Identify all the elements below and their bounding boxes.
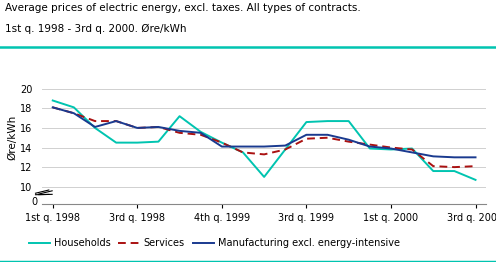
Households [219, 141, 225, 144]
Line: Households: Households [53, 101, 476, 180]
Households [430, 170, 436, 173]
Manufacturing excl. energy-intensive [134, 126, 140, 129]
Households [473, 178, 479, 182]
Services [219, 141, 225, 144]
Services [198, 133, 204, 136]
Households [92, 126, 98, 129]
Manufacturing excl. energy-intensive [473, 156, 479, 159]
Households [155, 140, 161, 143]
Services [92, 119, 98, 123]
Households [282, 148, 288, 151]
Households [409, 147, 415, 150]
Manufacturing excl. energy-intensive [430, 155, 436, 158]
Households [134, 141, 140, 144]
Manufacturing excl. energy-intensive [346, 138, 352, 141]
Households [346, 119, 352, 123]
Households [240, 151, 246, 154]
Manufacturing excl. energy-intensive [261, 145, 267, 148]
Line: Manufacturing excl. energy-intensive: Manufacturing excl. energy-intensive [53, 107, 476, 157]
Line: Services: Services [53, 107, 476, 167]
Manufacturing excl. energy-intensive [177, 129, 183, 133]
Services [473, 165, 479, 168]
Households [451, 170, 457, 173]
Manufacturing excl. energy-intensive [367, 145, 373, 148]
Households [50, 99, 56, 102]
Manufacturing excl. energy-intensive [50, 106, 56, 109]
Services [304, 137, 310, 140]
Manufacturing excl. energy-intensive [409, 151, 415, 154]
Services [155, 125, 161, 129]
Services [113, 119, 119, 123]
Households [367, 147, 373, 150]
Manufacturing excl. energy-intensive [155, 125, 161, 129]
Households [304, 121, 310, 124]
Services [388, 146, 394, 149]
Households [261, 175, 267, 178]
Services [177, 131, 183, 134]
Text: Average prices of electric energy, excl. taxes. All types of contracts.: Average prices of electric energy, excl.… [5, 3, 361, 13]
Services [240, 151, 246, 154]
Households [324, 119, 330, 123]
Services [451, 166, 457, 169]
Services [430, 165, 436, 168]
Manufacturing excl. energy-intensive [219, 145, 225, 148]
Services [324, 136, 330, 139]
Households [71, 106, 77, 109]
Services [282, 148, 288, 151]
Y-axis label: Øre/kWh: Øre/kWh [7, 115, 17, 160]
Manufacturing excl. energy-intensive [113, 119, 119, 123]
Manufacturing excl. energy-intensive [240, 145, 246, 148]
Services [261, 153, 267, 156]
Services [367, 143, 373, 146]
Manufacturing excl. energy-intensive [324, 133, 330, 136]
Households [113, 141, 119, 144]
Households [388, 148, 394, 151]
Households [177, 114, 183, 118]
Manufacturing excl. energy-intensive [388, 147, 394, 150]
Services [50, 106, 56, 109]
Manufacturing excl. energy-intensive [71, 112, 77, 115]
Services [71, 112, 77, 115]
Services [134, 126, 140, 129]
Households [198, 130, 204, 133]
Text: 1st q. 1998 - 3rd q. 2000. Øre/kWh: 1st q. 1998 - 3rd q. 2000. Øre/kWh [5, 24, 186, 34]
Services [409, 148, 415, 151]
Manufacturing excl. energy-intensive [282, 144, 288, 147]
Services [346, 140, 352, 143]
Manufacturing excl. energy-intensive [451, 156, 457, 159]
Manufacturing excl. energy-intensive [304, 133, 310, 136]
Manufacturing excl. energy-intensive [92, 125, 98, 129]
Manufacturing excl. energy-intensive [198, 131, 204, 134]
Legend: Households, Services, Manufacturing excl. energy-intensive: Households, Services, Manufacturing excl… [25, 234, 404, 252]
